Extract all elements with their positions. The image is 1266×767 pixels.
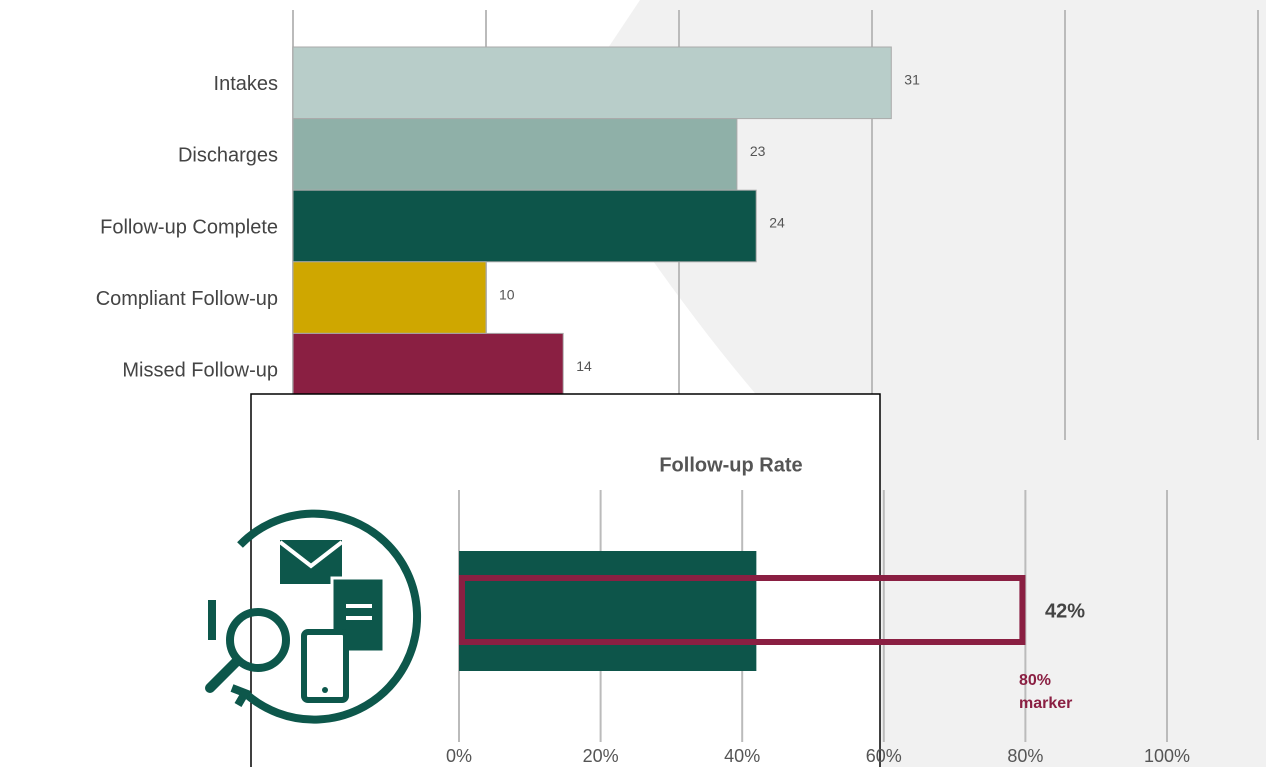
bar <box>459 551 757 671</box>
category-label: Follow-up Complete <box>100 216 278 238</box>
value-label: 23 <box>750 143 766 159</box>
category-label: Discharges <box>178 145 278 167</box>
value-label: 10 <box>499 286 515 302</box>
x-tick-label: 60% <box>866 746 902 766</box>
value-label: 42% <box>1045 600 1085 622</box>
target-label: marker <box>1019 695 1072 712</box>
bar <box>292 261 487 334</box>
icon-fill <box>278 540 386 703</box>
value-label: 24 <box>769 215 785 231</box>
target-marker <box>459 575 1026 645</box>
icon <box>205 509 422 724</box>
value-label: 14 <box>576 358 592 374</box>
bar <box>292 118 738 191</box>
category-label: Intakes <box>214 73 278 95</box>
target-label: 80% <box>1019 672 1051 689</box>
chart-rate: Follow-up Rate 0% 20% 40% 60% 80% 100% 42% 80% ma… <box>446 454 1190 765</box>
bar <box>292 189 757 263</box>
x-tick-label: 20% <box>583 746 619 766</box>
x-tick-label: 40% <box>724 746 760 766</box>
chart-title: Follow-up Rate <box>659 454 802 476</box>
x-tick-label: 0% <box>446 746 472 766</box>
value-label: 31 <box>904 72 920 88</box>
bar <box>292 46 892 120</box>
category-label: Missed Follow-up <box>122 359 278 381</box>
x-tick-label: 100% <box>1144 746 1190 766</box>
chart-counts: Intakes 31 Discharges 23 Follow-up Complete 2… <box>96 10 1259 440</box>
category-label: Compliant Follow-up <box>96 288 278 310</box>
bar <box>292 332 564 406</box>
x-tick-label: 80% <box>1007 746 1043 766</box>
